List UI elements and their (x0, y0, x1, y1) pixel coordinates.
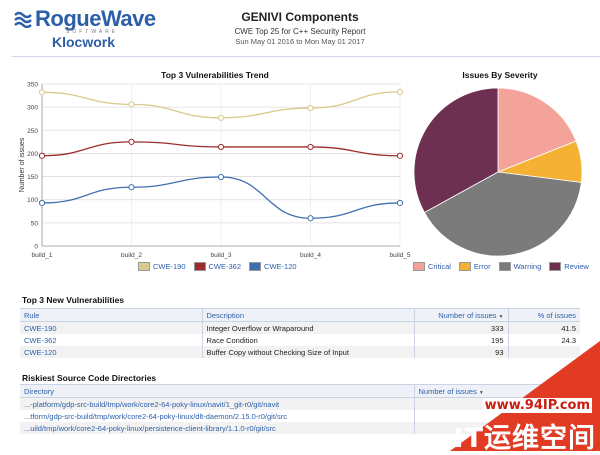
data-point (38, 199, 46, 207)
legend-label: CWE-120 (264, 262, 297, 271)
data-point (217, 143, 225, 151)
x-tick-label: build_1 (32, 252, 53, 259)
directory-link[interactable]: ...-platform/gdp-src-build/tmp/work/core… (20, 397, 414, 410)
y-tick-label: 0 (34, 244, 38, 251)
legend-item[interactable]: Warning (498, 262, 542, 271)
data-point (217, 173, 225, 181)
y-tick-label: 200 (27, 151, 38, 158)
report-date-range: Sun May 01 2016 to Mon May 01 2017 (235, 37, 365, 46)
klocwork-logo: Klocwork (52, 34, 116, 50)
y-axis-label: Number of issues (19, 137, 26, 192)
data-point (396, 152, 404, 159)
issue-percent: 41.5 (507, 321, 580, 334)
directory-link[interactable]: ...tform/gdp-src-build/tmp/work/core2-64… (24, 411, 288, 421)
logo-software-text: SOFTWARE (66, 29, 119, 35)
legend-label: CWE-362 (208, 262, 242, 271)
legend-label: Review (564, 262, 589, 271)
x-tick-label: build_4 (300, 252, 321, 259)
watermark-triangle (450, 341, 600, 451)
y-tick-label: 50 (31, 220, 39, 227)
col-dir-number-label: Number of issues (418, 386, 477, 396)
legend-label: Error (473, 262, 491, 271)
legend-label: Critical (428, 262, 451, 271)
col-percent-of-issues[interactable]: % of issues (507, 308, 580, 322)
roguewave-logo: RogueWave (14, 6, 156, 32)
directory-link[interactable]: ...uild/tmp/work/core2-64-poky-linux/per… (20, 422, 414, 434)
severity-chart-title: Issues By Severity (462, 70, 538, 80)
legend-swatch (498, 262, 511, 271)
legend-swatch (549, 262, 562, 271)
pie-slice (413, 87, 499, 214)
y-tick-label: 350 (27, 82, 38, 89)
col-number-of-issues[interactable]: Number of issues ▼ (413, 308, 508, 322)
x-tick-label: build_5 (390, 252, 411, 259)
col-description[interactable]: Description (201, 308, 414, 322)
data-point (217, 114, 225, 121)
legend-label: CWE-190 (153, 262, 186, 271)
pie-slice (497, 87, 577, 173)
y-tick-label: 250 (27, 128, 38, 135)
trend-legend: CWE-190 CWE-362 CWE-120 (138, 262, 305, 271)
logo-primary-text: RogueWave (35, 6, 156, 31)
watermark-brand: IT运维空间 (453, 423, 596, 454)
rule-description: Integer Overflow or Wraparound (201, 321, 414, 334)
trend-chart-title: Top 3 Vulnerabilities Trend (161, 70, 269, 80)
legend-swatch (138, 262, 150, 271)
data-point (396, 88, 404, 95)
report-subtitle: CWE Top 25 for C++ Security Report (234, 27, 366, 36)
y-tick-label: 300 (27, 105, 38, 112)
data-point (128, 138, 135, 145)
rule-description: Race Condition (201, 334, 414, 346)
watermark-url: www.94IP.com (482, 398, 592, 413)
trend-chart: 0 50 100 150 200 250 300 350 build_1 build_2 build… (19, 82, 411, 260)
severity-pie-chart (413, 87, 583, 257)
legend-swatch (413, 262, 425, 271)
table-row: CWE-190 Integer Overflow or Wraparound 3… (20, 321, 580, 334)
data-point (396, 199, 404, 207)
legend-item[interactable]: CWE-120 (249, 262, 297, 271)
x-tick-label: build_3 (211, 252, 232, 259)
rule-description: Buffer Copy without Checking Size of Inp… (201, 346, 414, 358)
report-title: GENIVI Components (241, 10, 359, 24)
y-tick-label: 150 (27, 174, 38, 181)
new-vulns-title: Top 3 New Vulnerabilities (22, 295, 125, 305)
sort-desc-icon[interactable]: ▼ (498, 313, 504, 320)
issue-count: 333 (413, 321, 508, 334)
legend-item[interactable]: CWE-362 (193, 262, 242, 271)
data-point (128, 101, 135, 108)
col-directory[interactable]: Directory (20, 384, 414, 398)
rule-link[interactable]: CWE-190 (20, 321, 202, 334)
legend-swatch (193, 262, 206, 271)
data-point (307, 143, 314, 151)
rule-link[interactable]: CWE-120 (20, 346, 202, 358)
legend-item[interactable]: Review (549, 262, 589, 271)
legend-swatch (458, 262, 471, 271)
roguewave-mark-icon (14, 8, 32, 29)
data-point (38, 152, 46, 159)
x-tick-label: build_2 (121, 252, 142, 259)
directories-title: Riskiest Source Code Directories (22, 373, 157, 383)
data-point (307, 104, 314, 112)
header-divider (12, 56, 600, 57)
data-point (307, 215, 314, 222)
severity-legend: Critical Error Warning Review (413, 262, 597, 271)
data-point (38, 89, 46, 96)
data-point (128, 184, 135, 191)
legend-swatch (249, 262, 262, 271)
legend-label: Warning (513, 262, 542, 271)
pie-slice (423, 171, 582, 257)
legend-item[interactable]: Critical (413, 262, 451, 271)
col-rule[interactable]: Rule (20, 308, 202, 322)
legend-item[interactable]: Error (458, 262, 491, 271)
table-header-row: Rule Description Number of issues ▼ % of … (20, 308, 580, 322)
rule-link[interactable]: CWE-362 (24, 335, 57, 345)
legend-item[interactable]: CWE-190 (138, 262, 186, 271)
y-tick-label: 100 (27, 197, 38, 204)
col-number-label: Number of issues (438, 310, 497, 320)
